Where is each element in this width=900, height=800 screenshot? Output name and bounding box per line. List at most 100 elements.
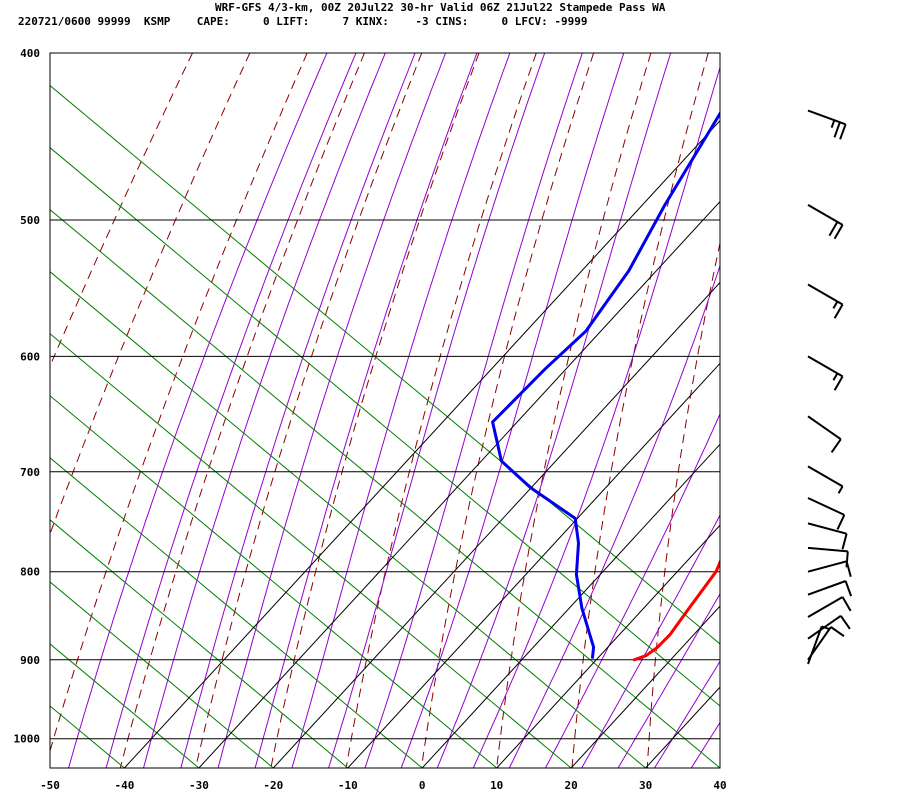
y-tick-label: 1000 <box>14 733 41 746</box>
dry-adiabat <box>872 53 900 768</box>
moist-adiabat <box>291 53 511 768</box>
wind-barb <box>807 580 853 597</box>
isotherm-line <box>570 605 720 768</box>
barb-shaft <box>807 204 844 226</box>
x-tick-label: -20 <box>263 779 283 792</box>
sounding-series <box>491 110 720 662</box>
barb-shaft <box>807 355 844 378</box>
y-tick-label: 400 <box>20 47 40 60</box>
barb-shaft <box>807 497 845 516</box>
wind-barb <box>807 626 845 661</box>
x-tick-label: 30 <box>639 779 652 792</box>
mixing-ratio-line <box>50 209 720 768</box>
moist-adiabat <box>68 53 328 768</box>
mixing-ratio-line <box>50 147 720 707</box>
x-tick-label: -40 <box>114 779 134 792</box>
mixing-ratio-line <box>50 333 572 768</box>
sounding-stats: 220721/0600 99999 KSMP CAPE: 0 LIFT: 7 K… <box>18 15 588 28</box>
wind-barb <box>807 625 830 665</box>
mixing-ratio-line <box>50 271 646 768</box>
barb-flag <box>841 533 848 550</box>
y-tick-label: 800 <box>20 566 40 579</box>
chart-title: WRF-GFS 4/3-km, 00Z 20Jul22 30-hr Valid … <box>215 1 666 14</box>
barb-half-flag <box>821 625 830 631</box>
moist-adiabat <box>217 53 447 768</box>
barb-flag <box>841 596 852 612</box>
isotherm-line <box>198 200 720 768</box>
dry-adiabat <box>723 53 823 768</box>
dry-adiabat <box>345 53 537 768</box>
wind-barb <box>807 355 844 391</box>
barb-shaft <box>807 626 823 665</box>
mixing-ratio-line <box>50 643 200 768</box>
moist-adiabat <box>690 721 720 768</box>
isotherm-line <box>124 119 720 768</box>
barb-flag <box>830 626 845 638</box>
isotherm-line <box>272 281 720 768</box>
barb-flag <box>830 438 842 453</box>
moist-adiabat <box>508 264 720 768</box>
moist-adiabat <box>180 53 416 768</box>
x-tick-label: 40 <box>713 779 726 792</box>
moist-adiabat <box>617 592 720 768</box>
x-tick-labels: -50 -40 -30 -20 -10 0 10 20 30 40 <box>40 779 727 792</box>
barb-shaft <box>807 546 848 553</box>
wind-barb <box>807 109 847 140</box>
barb-flag <box>839 615 851 630</box>
barb-shaft <box>807 596 844 618</box>
background-lines <box>50 53 900 768</box>
wind-barb <box>807 560 852 578</box>
mixing-ratio-line <box>50 457 423 768</box>
barb-shaft <box>807 580 846 596</box>
y-tick-label: 900 <box>20 654 40 667</box>
x-tick-label: -10 <box>338 779 358 792</box>
wind-barb <box>807 546 849 568</box>
wind-barb <box>807 465 844 494</box>
dry-adiabat <box>270 53 480 768</box>
barb-flag <box>828 221 839 237</box>
barb-flag <box>833 303 844 319</box>
barb-shaft <box>807 522 847 535</box>
mixing-ratio-line <box>50 84 720 645</box>
moist-adiabat <box>328 53 546 768</box>
x-tick-label: -50 <box>40 779 60 792</box>
moist-adiabat <box>654 660 720 768</box>
barb-flag <box>845 561 852 578</box>
barb-flag <box>833 121 841 138</box>
dry-adiabat <box>50 53 308 753</box>
mixing-ratio-line <box>50 395 498 768</box>
x-tick-label: 0 <box>419 779 426 792</box>
grid-lines <box>50 52 720 740</box>
dry-adiabat <box>119 53 365 768</box>
wind-barb <box>807 497 846 530</box>
x-tick-label: 10 <box>490 779 503 792</box>
barb-half-flag <box>832 300 839 309</box>
barb-shaft <box>807 283 844 306</box>
y-tick-label: 700 <box>20 466 40 479</box>
dry-adiabat <box>420 53 595 768</box>
dewpoint-line <box>491 110 720 659</box>
barb-shaft <box>807 560 847 573</box>
mixing-ratio-line <box>50 519 349 768</box>
wind-barb <box>807 596 852 618</box>
x-tick-label: 20 <box>564 779 577 792</box>
wind-barb <box>807 522 848 550</box>
barb-flag <box>839 123 847 140</box>
wind-barb <box>807 415 842 453</box>
mixing-ratio-line <box>50 705 125 768</box>
barb-shaft <box>807 415 842 441</box>
moist-adiabat <box>254 53 478 768</box>
dry-adiabat <box>571 53 709 768</box>
isotherm-line <box>347 362 720 768</box>
mixing-ratio-line <box>50 581 274 768</box>
x-tick-label: -30 <box>189 779 209 792</box>
moist-adiabat <box>544 412 720 768</box>
barb-flag <box>836 514 846 530</box>
dry-adiabat <box>496 53 652 768</box>
moist-adiabat <box>728 53 900 768</box>
barb-flag <box>844 580 853 597</box>
moist-adiabat <box>581 514 720 768</box>
isotherm-line <box>421 443 720 768</box>
wind-barbs <box>807 109 853 665</box>
moist-adiabat <box>105 53 357 768</box>
